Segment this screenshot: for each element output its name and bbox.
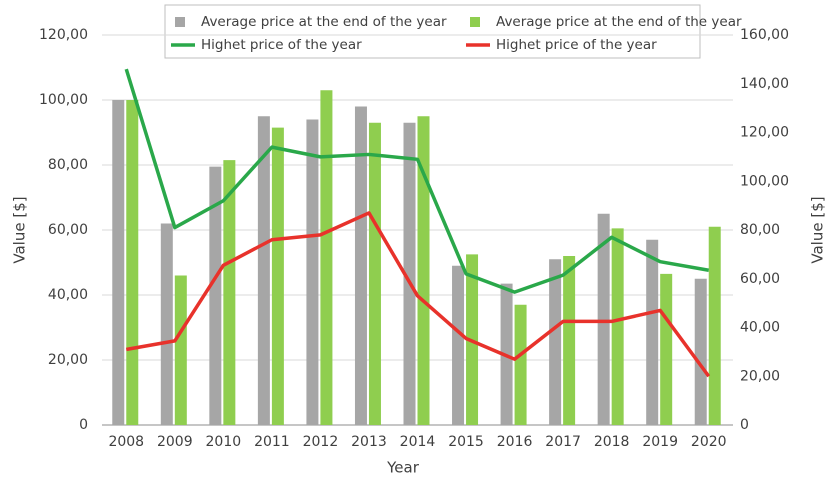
x-tick-label: 2016 bbox=[497, 434, 533, 450]
legend-swatch bbox=[175, 17, 185, 27]
y2-axis-label: Value [$] bbox=[809, 196, 827, 263]
legend-swatch bbox=[470, 17, 480, 27]
x-tick-label: 2020 bbox=[691, 434, 727, 450]
y-tick-label: 60,00 bbox=[48, 222, 88, 238]
legend-label: Average price at the end of the year bbox=[201, 14, 447, 30]
bar bbox=[597, 213, 610, 425]
legend-label: Average price at the end of the year bbox=[496, 14, 742, 30]
x-tick-label: 2009 bbox=[157, 434, 193, 450]
bar bbox=[209, 166, 222, 425]
y-tick-label: 120,00 bbox=[39, 27, 88, 43]
bar bbox=[174, 275, 187, 425]
bar bbox=[160, 223, 173, 425]
y-tick-label: 0 bbox=[79, 417, 88, 433]
bar bbox=[126, 100, 139, 425]
legend-label: Highet price of the year bbox=[496, 37, 657, 53]
x-axis-label: Year bbox=[386, 459, 420, 477]
bar bbox=[112, 100, 125, 425]
y2-tick-label: 40,00 bbox=[740, 320, 780, 336]
y-tick-label: 40,00 bbox=[48, 287, 88, 303]
bar bbox=[611, 228, 624, 425]
bar bbox=[708, 226, 721, 425]
y2-tick-label: 120,00 bbox=[740, 125, 789, 141]
y2-tick-label: 160,00 bbox=[740, 27, 789, 43]
bar bbox=[306, 119, 319, 425]
legend-label: Highet price of the year bbox=[201, 37, 362, 53]
x-tick-label: 2012 bbox=[303, 434, 339, 450]
y-tick-label: 80,00 bbox=[48, 157, 88, 173]
y2-tick-label: 60,00 bbox=[740, 271, 780, 287]
bar bbox=[368, 122, 381, 425]
bar bbox=[271, 127, 284, 425]
bar bbox=[694, 278, 707, 425]
y-tick-label: 100,00 bbox=[39, 92, 88, 108]
y2-tick-label: 20,00 bbox=[740, 368, 780, 384]
y-tick-label: 20,00 bbox=[48, 352, 88, 368]
x-tick-label: 2013 bbox=[351, 434, 387, 450]
x-tick-label: 2019 bbox=[642, 434, 678, 450]
x-tick-label: 2018 bbox=[594, 434, 630, 450]
x-tick-label: 2014 bbox=[400, 434, 436, 450]
bar bbox=[452, 265, 465, 425]
x-tick-label: 2011 bbox=[254, 434, 290, 450]
bar bbox=[354, 106, 367, 425]
y2-tick-label: 80,00 bbox=[740, 222, 780, 238]
line bbox=[125, 211, 711, 378]
bar bbox=[563, 256, 576, 425]
bar bbox=[549, 259, 562, 425]
y2-tick-label: 100,00 bbox=[740, 173, 789, 189]
y-axis-label: Value [$] bbox=[11, 196, 29, 263]
y2-tick-label: 0 bbox=[740, 417, 749, 433]
x-tick-label: 2010 bbox=[206, 434, 242, 450]
y2-tick-label: 140,00 bbox=[740, 76, 789, 92]
bar bbox=[646, 239, 659, 425]
x-tick-label: 2017 bbox=[545, 434, 581, 450]
bar bbox=[417, 116, 430, 425]
bar bbox=[223, 160, 236, 425]
bar bbox=[403, 122, 416, 425]
bar bbox=[320, 90, 333, 425]
line bbox=[124, 68, 710, 294]
bar bbox=[257, 116, 270, 425]
bar bbox=[660, 273, 673, 425]
legend-box bbox=[164, 4, 701, 59]
x-tick-label: 2015 bbox=[448, 434, 484, 450]
bar bbox=[514, 304, 527, 425]
x-tick-label: 2008 bbox=[108, 434, 144, 450]
